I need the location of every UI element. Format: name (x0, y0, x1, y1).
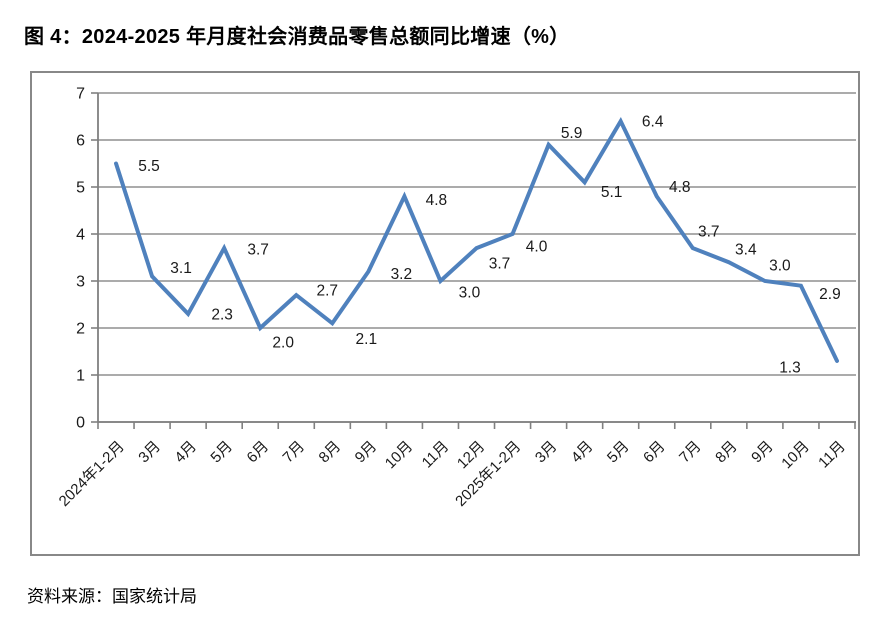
x-axis-category-label: 10月 (778, 438, 812, 472)
y-axis-tick-label: 1 (76, 368, 85, 385)
x-axis-category-label: 8月 (316, 438, 345, 467)
x-axis-category-label: 4月 (568, 438, 597, 467)
x-axis-category-label: 2025年1-2月 (452, 438, 524, 510)
x-axis-category-label: 11月 (815, 438, 849, 472)
data-point-label: 2.1 (356, 331, 378, 348)
x-axis-category-label: 10月 (382, 438, 416, 472)
data-point-label: 3.1 (170, 260, 192, 277)
x-axis-category-label: 3月 (532, 438, 561, 467)
y-axis-tick-label: 0 (76, 415, 85, 432)
y-axis-tick-label: 2 (76, 321, 85, 338)
x-axis-category-label: 7月 (280, 438, 309, 467)
x-axis-category-label: 6月 (640, 438, 669, 467)
chart-frame: 0 1 2 3 4 5 6 7 2024年1-2月 3月 4月 5月 6月 7月 8月 9月 10月 11月 12月… (30, 71, 860, 556)
y-axis-tick-label: 6 (76, 133, 85, 150)
data-point-label: 3.0 (769, 258, 791, 275)
data-point-label: 4.8 (426, 192, 448, 209)
data-point-label: 3.4 (735, 242, 757, 259)
data-point-label: 3.7 (247, 242, 269, 259)
data-point-label: 5.5 (138, 158, 160, 175)
data-point-label: 5.1 (601, 184, 623, 201)
data-point-label: 4.0 (526, 239, 548, 256)
data-point-label: 4.8 (669, 179, 691, 196)
data-point-label: 2.9 (819, 286, 841, 303)
x-axis-category-label: 3月 (135, 438, 164, 467)
y-axis-tick-label: 4 (76, 227, 85, 244)
data-point-label: 6.4 (642, 114, 664, 131)
figure-title: 图 4：2024-2025 年月度社会消费品零售总额同比增速（%） (24, 26, 570, 48)
x-axis-category-label: 9月 (352, 438, 381, 467)
data-point-label: 2.0 (272, 335, 294, 352)
x-axis-category-label: 6月 (244, 438, 273, 467)
data-point-label: 3.0 (459, 285, 481, 302)
data-series-line (114, 116, 839, 363)
data-point-label: 3.7 (489, 256, 511, 273)
x-axis-category-label: 9月 (748, 438, 777, 467)
x-axis-category-label: 5月 (604, 438, 633, 467)
data-point-label: 1.3 (779, 359, 801, 376)
y-axis-tick-label: 7 (76, 86, 85, 103)
x-axis-category-label: 4月 (171, 438, 200, 467)
x-axis-category-label: 7月 (676, 438, 705, 467)
x-axis-category-label: 11月 (419, 438, 453, 472)
x-axis-category-label: 5月 (207, 438, 236, 467)
data-point-label: 3.7 (698, 224, 720, 241)
x-axis-category-label: 8月 (712, 438, 741, 467)
y-axis-tick-label: 5 (76, 180, 85, 197)
x-axis-category-label: 2024年1-2月 (56, 438, 128, 510)
data-point-label: 2.3 (211, 306, 233, 323)
y-axis-tick-label: 3 (76, 274, 85, 291)
data-point-label: 2.7 (316, 283, 338, 300)
data-point-label: 3.2 (391, 266, 413, 283)
data-point-label: 5.9 (561, 125, 583, 142)
source-caption: 资料来源：国家统计局 (27, 587, 197, 606)
